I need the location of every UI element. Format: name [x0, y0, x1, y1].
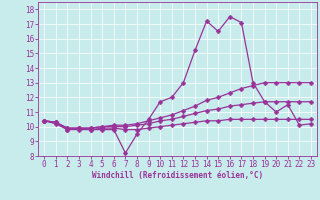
X-axis label: Windchill (Refroidissement éolien,°C): Windchill (Refroidissement éolien,°C) [92, 171, 263, 180]
